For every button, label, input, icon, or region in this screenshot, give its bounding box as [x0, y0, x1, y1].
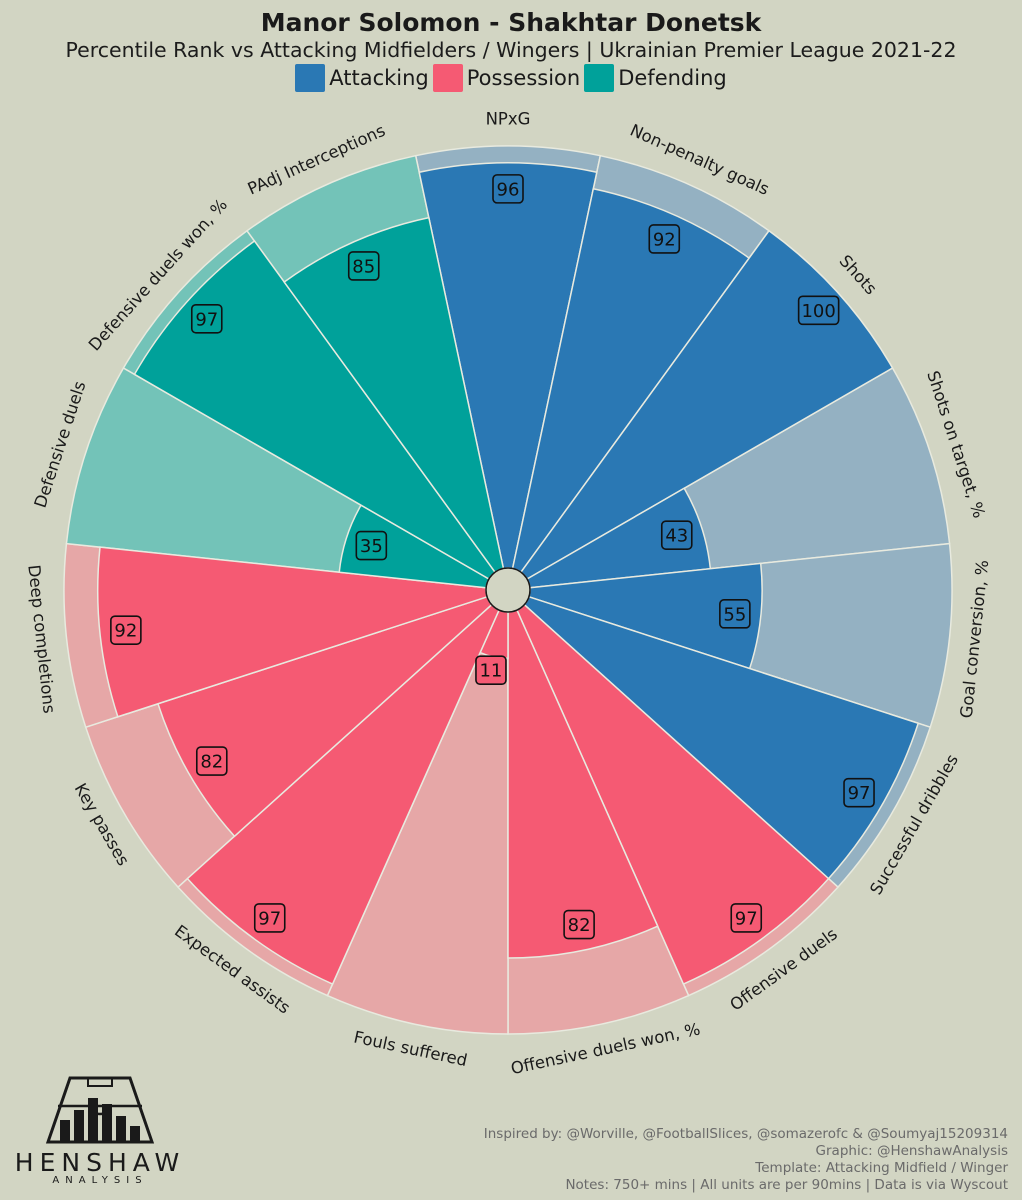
chart-subtitle: Percentile Rank vs Attacking Midfielders… — [65, 38, 957, 62]
footer-line-notes: Notes: 750+ mins | All units are per 90m… — [565, 1177, 1008, 1193]
value-box-deep-completions — [110, 615, 142, 645]
value-label-npxg: 96 — [492, 174, 524, 204]
value-text-npxg: 96 — [497, 179, 520, 200]
value-text-offensive-duels-won: 82 — [568, 915, 591, 936]
value-box-goal-conversion — [719, 599, 751, 629]
legend-label-defending: Defending — [618, 66, 727, 90]
value-label-shots: 100 — [797, 295, 840, 326]
legend-swatch-defending — [584, 64, 615, 92]
footer-line-inspired: Inspired by: @Worville, @FootballSlices,… — [483, 1126, 1008, 1142]
value-text-offensive-duels: 97 — [735, 908, 758, 929]
value-box-shots — [797, 295, 840, 326]
center-circle — [485, 567, 531, 613]
logo-wordmark: HENSHAW — [14, 1148, 186, 1177]
param-label-shots: Shots — [836, 251, 881, 298]
value-label-padj-interceptions: 85 — [347, 251, 380, 281]
value-text-fouls-suffered: 11 — [479, 661, 502, 682]
value-box-npxg — [492, 174, 524, 204]
value-text-successful-dribbles: 97 — [848, 783, 871, 804]
param-label-goal-conversion: Goal conversion, % — [957, 559, 993, 719]
legend-item-attacking: Attacking — [295, 64, 429, 92]
value-text-non-penalty-goals: 92 — [653, 229, 676, 250]
legend-item-possession: Possession — [432, 64, 581, 92]
footer-credits: Inspired by: @Worville, @FootballSlices,… — [484, 1126, 1008, 1194]
value-label-goal-conversion: 55 — [719, 599, 751, 629]
legend: Attacking Possession Defending — [0, 64, 1022, 92]
value-label-offensive-duels-won: 82 — [563, 909, 595, 940]
value-label-deep-completions: 92 — [110, 615, 142, 645]
value-box-offensive-duels — [730, 903, 763, 933]
value-label-offensive-duels: 97 — [730, 903, 763, 933]
logo-subtext: ANALYSIS — [52, 1175, 148, 1186]
value-text-expected-assists: 97 — [258, 908, 281, 929]
value-text-deep-completions: 92 — [114, 621, 137, 642]
value-box-non-penalty-goals — [648, 224, 681, 254]
value-box-defensive-duels — [355, 530, 388, 561]
legend-item-defending: Defending — [584, 64, 727, 92]
value-label-shots-on-target: 43 — [660, 520, 693, 550]
value-label-defensive-duels: 35 — [355, 530, 388, 561]
value-label-key-passes: 82 — [195, 746, 228, 776]
pitch-logo-icon — [45, 1076, 155, 1144]
chart-title: Manor Solomon - Shakhtar Donetsk — [260, 8, 762, 37]
legend-swatch-attacking — [295, 64, 326, 92]
value-label-successful-dribbles: 97 — [843, 777, 875, 808]
value-label-defensive-duels-won: 97 — [190, 303, 223, 334]
value-box-expected-assists — [253, 903, 286, 933]
legend-label-possession: Possession — [466, 66, 581, 90]
legend-label-attacking: Attacking — [329, 66, 429, 90]
footer-line-template: Template: Attacking Midfield / Winger — [755, 1160, 1008, 1176]
param-label-deep-completions: Deep completions — [24, 564, 59, 715]
value-text-key-passes: 82 — [200, 752, 223, 773]
value-box-padj-interceptions — [347, 251, 380, 281]
value-box-key-passes — [195, 746, 228, 776]
value-label-non-penalty-goals: 92 — [648, 224, 681, 254]
value-text-defensive-duels-won: 97 — [195, 309, 218, 330]
value-text-padj-interceptions: 85 — [352, 256, 375, 277]
value-label-fouls-suffered: 11 — [475, 655, 507, 686]
value-box-offensive-duels-won — [563, 909, 595, 940]
param-label-fouls-suffered: Fouls suffered — [352, 1027, 469, 1070]
footer-line-graphic: Graphic: @HenshawAnalysis — [815, 1143, 1008, 1159]
value-text-shots-on-target: 43 — [665, 526, 688, 547]
value-text-goal-conversion: 55 — [723, 604, 746, 625]
value-text-shots: 100 — [801, 301, 835, 322]
value-box-shots-on-target — [660, 520, 693, 550]
value-box-defensive-duels-won — [190, 303, 223, 334]
legend-swatch-possession — [432, 64, 463, 92]
value-box-successful-dribbles — [843, 777, 875, 808]
value-box-fouls-suffered — [475, 655, 507, 686]
henshaw-logo: HENSHAW ANALYSIS — [10, 1070, 190, 1190]
param-label-npxg: NPxG — [486, 110, 531, 129]
value-text-defensive-duels: 35 — [360, 536, 383, 557]
value-label-expected-assists: 97 — [253, 903, 286, 933]
